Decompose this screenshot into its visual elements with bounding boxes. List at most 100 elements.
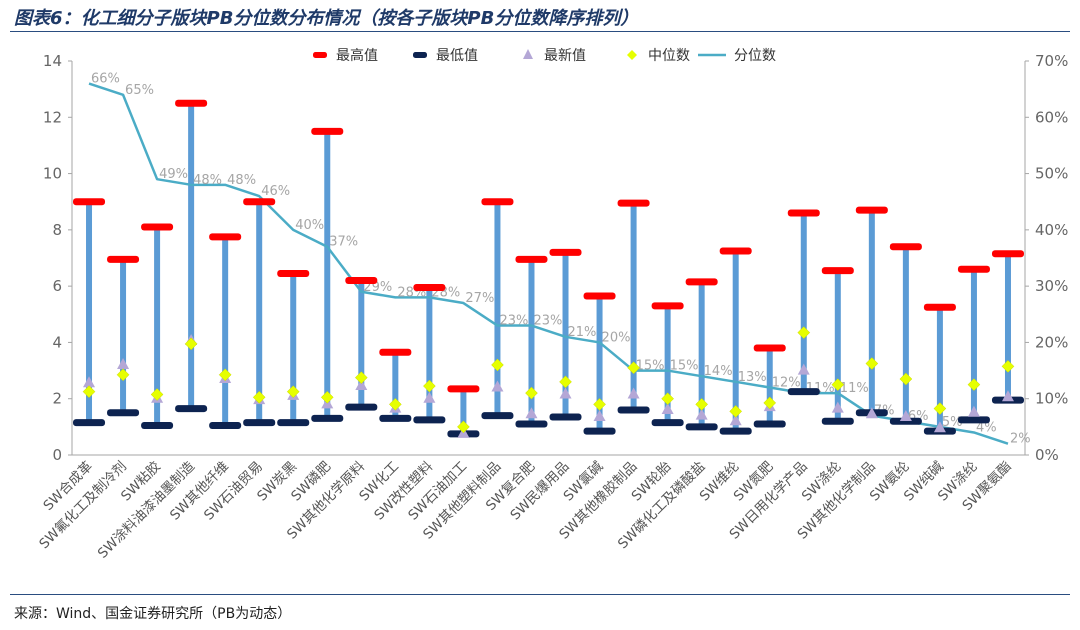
max-marker xyxy=(277,269,310,277)
range-bar xyxy=(324,131,331,419)
max-marker xyxy=(515,255,548,263)
min-marker xyxy=(549,413,582,421)
legend-item: 最新值 xyxy=(523,48,586,64)
median-marker xyxy=(729,405,743,418)
percentile-data-label: 23% xyxy=(533,314,562,329)
range-bar xyxy=(120,259,127,413)
min-marker xyxy=(141,421,174,429)
range-bar xyxy=(86,201,93,423)
y-left-tick-label: 8 xyxy=(52,221,62,239)
legend-swatch-latest xyxy=(523,49,533,59)
range-bar xyxy=(664,305,671,423)
max-marker xyxy=(685,278,718,286)
min-marker xyxy=(515,420,548,428)
median-marker xyxy=(627,361,640,375)
min-marker xyxy=(889,417,922,425)
max-marker xyxy=(719,247,752,255)
source-rule xyxy=(10,594,1070,595)
max-marker xyxy=(209,233,242,241)
range-bars xyxy=(86,103,1011,434)
percentile-data-label: 12% xyxy=(772,375,801,390)
latest-marker xyxy=(559,387,572,399)
y-right-tick-label: 40% xyxy=(1035,221,1068,239)
percentile-data-label: 46% xyxy=(261,184,290,199)
source-note: 来源：Wind、国金证券研究所（PB为动态） xyxy=(14,606,292,622)
range-bar xyxy=(256,201,263,423)
median-marker xyxy=(559,375,572,389)
y-left-tick-label: 12 xyxy=(43,108,62,126)
y-right-tick-label: 20% xyxy=(1035,333,1068,351)
percentile-data-label: 40% xyxy=(295,218,324,233)
percentile-line-group: 66%65%49% 48% 48%46%40%37%29% 28% 28% 27%23% 2… xyxy=(88,72,1031,447)
range-bar xyxy=(358,280,365,408)
percentile-data-label: 13% xyxy=(738,370,767,385)
median-marker xyxy=(695,397,709,411)
percentile-data-label: 14% xyxy=(704,364,733,379)
min-marker xyxy=(957,416,990,424)
max-marker xyxy=(107,255,140,263)
range-bar xyxy=(902,246,909,422)
median-marker xyxy=(388,397,402,411)
y-left-tick-label: 2 xyxy=(52,390,62,408)
min-marker xyxy=(787,388,820,396)
median-marker xyxy=(661,392,674,406)
min-marker xyxy=(685,423,718,431)
range-bar xyxy=(426,287,433,420)
y-right-tick-label: 10% xyxy=(1035,390,1068,408)
percentile-data-label: 20% xyxy=(602,330,631,345)
y-right-tick-label: 70% xyxy=(1035,52,1068,70)
latest-marker xyxy=(831,401,844,413)
latest-marker xyxy=(593,410,606,422)
median-marker xyxy=(797,326,811,339)
range-bar xyxy=(800,212,807,392)
range-bar xyxy=(630,203,637,410)
median-marker xyxy=(354,371,368,384)
latest-marker xyxy=(117,357,130,369)
range-bar xyxy=(766,348,773,425)
latest-marker xyxy=(695,408,708,420)
latest-marker xyxy=(627,387,640,399)
percentile-data-label: 49% xyxy=(159,167,188,182)
latest-marker xyxy=(899,410,912,422)
median-marker xyxy=(593,397,606,411)
y-left-tick-label: 6 xyxy=(52,277,62,295)
latest-marker xyxy=(797,363,810,375)
figure-title: 图表6：化工细分子版块PB分位数分布情况（按各子版块PB分位数降序排列） xyxy=(14,8,639,29)
max-marker xyxy=(583,292,616,300)
max-marker xyxy=(617,199,650,207)
median-marker xyxy=(865,357,879,370)
latest-marker xyxy=(355,379,368,391)
min-marker xyxy=(379,414,412,422)
legend-item: 分位数 xyxy=(698,48,776,64)
max-marker xyxy=(311,127,344,135)
median-marker xyxy=(967,378,981,391)
min-marker xyxy=(209,421,242,429)
median-marker xyxy=(82,385,96,399)
legend-label: 中位数 xyxy=(648,48,690,64)
range-bar xyxy=(460,388,467,434)
title-rule xyxy=(10,31,1070,32)
max-marker xyxy=(651,302,684,310)
max-marker xyxy=(481,198,514,206)
legend-item: 最低值 xyxy=(413,48,478,64)
percentile-data-label: 66% xyxy=(91,72,120,87)
percentile-line xyxy=(88,82,1009,445)
latest-marker xyxy=(423,391,436,403)
max-marker xyxy=(73,198,106,206)
median-marker xyxy=(491,358,504,372)
percentile-data-label: 21% xyxy=(568,325,597,340)
min-marker xyxy=(821,417,854,425)
max-marker xyxy=(753,344,786,352)
latest-marker xyxy=(525,407,538,419)
min-marker xyxy=(311,414,344,422)
legend-item: 中位数 xyxy=(627,48,690,64)
y-left-tick-label: 0 xyxy=(52,446,62,464)
latest-marker xyxy=(729,414,742,426)
min-marker xyxy=(107,409,140,417)
range-bar xyxy=(1004,253,1011,401)
markers xyxy=(73,99,1024,438)
range-bar xyxy=(834,270,841,422)
median-marker xyxy=(423,379,436,393)
max-marker xyxy=(821,267,854,275)
median-marker xyxy=(252,390,266,404)
